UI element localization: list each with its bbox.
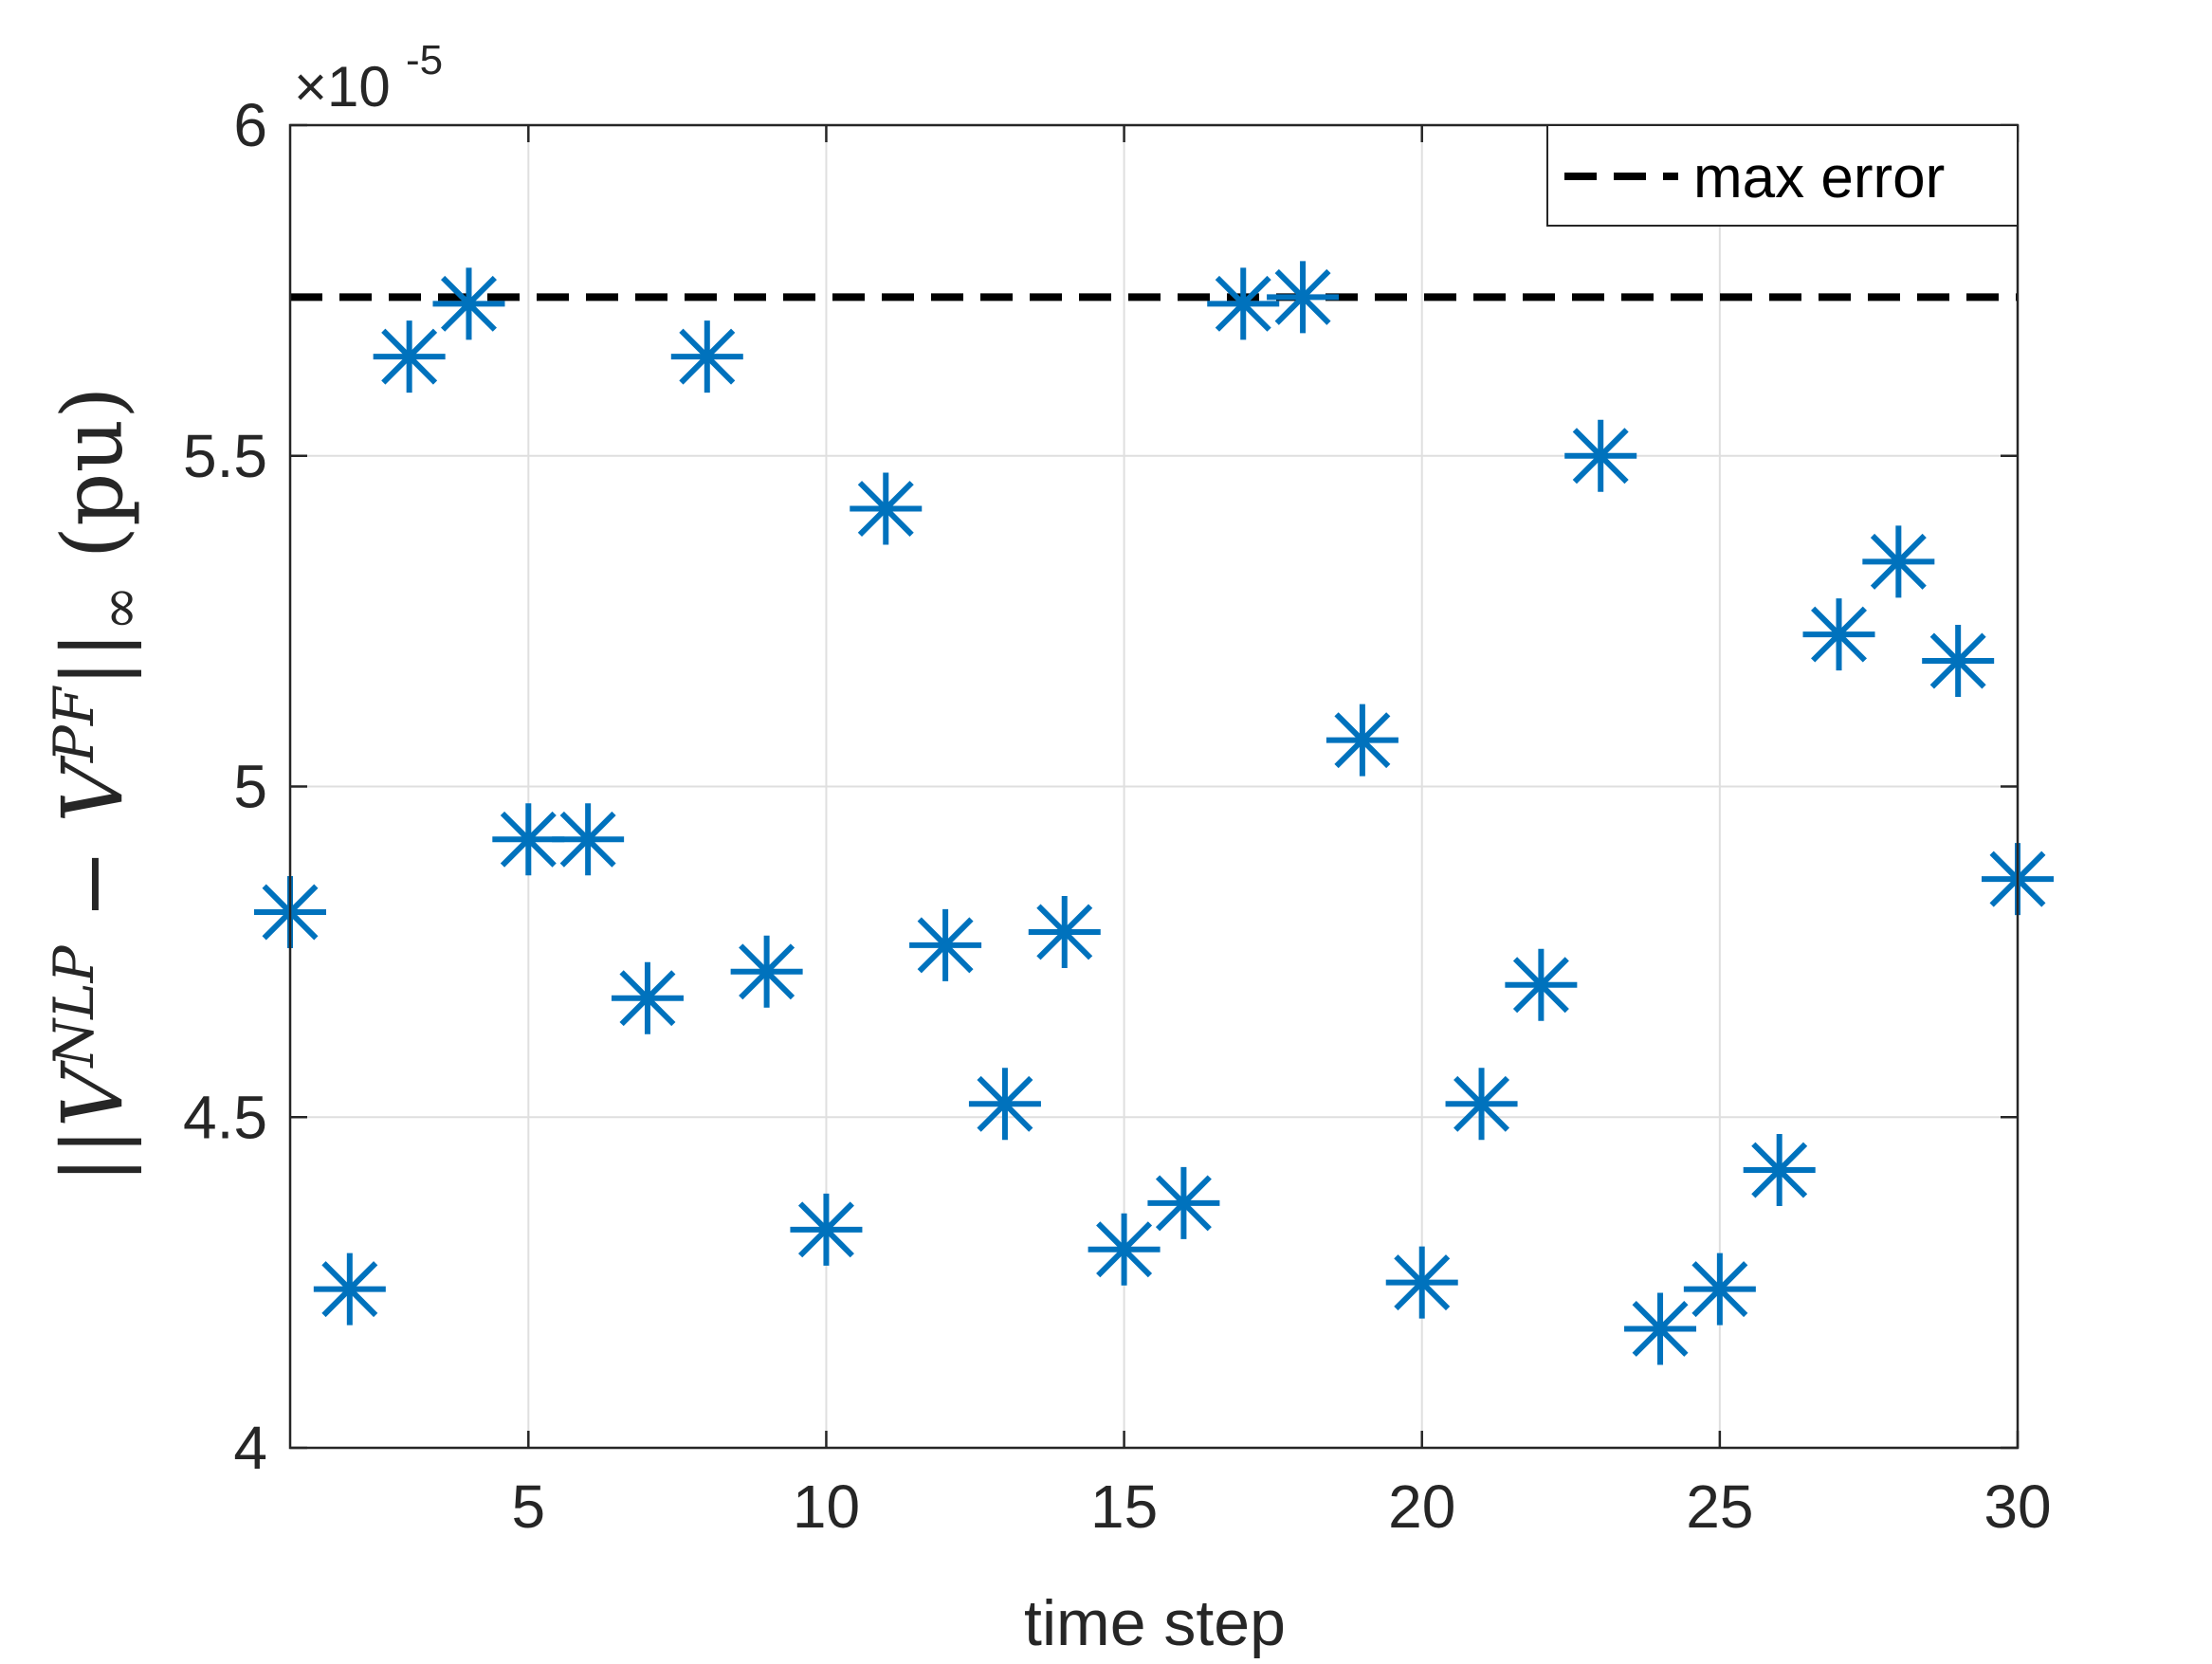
- y-axis-label-close: ||: [44, 631, 141, 687]
- x-tick-label-1: 10: [793, 1472, 860, 1541]
- data-point-26: [1743, 1134, 1816, 1207]
- y-axis-label-unit: (pu): [44, 387, 141, 586]
- data-point-27: [1802, 598, 1875, 671]
- data-point-12: [909, 908, 982, 981]
- y-axis-label-open: ||V: [44, 1059, 141, 1183]
- y-tick-label-4: 6: [233, 91, 267, 159]
- data-point-7: [611, 961, 684, 1034]
- y-axis-label-minus: − V: [44, 755, 141, 946]
- data-point-18: [1267, 261, 1340, 334]
- data-point-11: [850, 472, 923, 545]
- data-point-6: [552, 803, 625, 876]
- data-point-16: [1147, 1166, 1220, 1239]
- data-point-23: [1564, 419, 1637, 492]
- y-axis-label-sup-nlp: NLP: [42, 944, 106, 1069]
- data-point-20: [1385, 1246, 1458, 1319]
- data-point-21: [1445, 1068, 1518, 1141]
- data-markers: [254, 261, 2054, 1365]
- data-point-8: [670, 320, 743, 393]
- data-point-28: [1862, 525, 1935, 598]
- data-point-29: [1922, 624, 1995, 697]
- data-point-14: [1028, 895, 1101, 968]
- data-point-10: [790, 1193, 863, 1266]
- x-tick-label-4: 25: [1686, 1472, 1753, 1541]
- y-tick-label-2: 5: [233, 753, 267, 821]
- data-point-17: [1207, 267, 1280, 340]
- y-scale-exponent: ×10: [294, 55, 391, 119]
- x-tick-label-3: 20: [1388, 1472, 1455, 1541]
- x-tick-label-5: 30: [1983, 1472, 2051, 1541]
- x-tick-label-2: 15: [1090, 1472, 1158, 1541]
- y-tick-label-3: 5.5: [183, 422, 267, 490]
- data-point-24: [1624, 1292, 1697, 1365]
- y-scale-exponent-power: -5: [406, 37, 443, 83]
- legend-label-max-error: max error: [1693, 145, 1945, 210]
- tick-labels: 5 10 15 20 25 30 4 4.5 5 5.5 6: [183, 91, 2052, 1541]
- y-axis-label: ||VNLP − VPF||∞ (pu): [42, 387, 152, 1184]
- y-axis-label-sub-inf: ∞: [87, 585, 152, 631]
- data-point-4: [432, 267, 505, 340]
- y-tick-label-1: 4.5: [183, 1083, 267, 1151]
- data-point-9: [730, 935, 803, 1008]
- y-tick-label-0: 4: [233, 1414, 267, 1482]
- x-tick-label-0: 5: [512, 1472, 546, 1541]
- y-axis-label-sup-pf: PF: [42, 686, 106, 763]
- data-point-22: [1505, 948, 1578, 1021]
- data-point-13: [968, 1068, 1041, 1141]
- data-point-15: [1088, 1213, 1161, 1286]
- legend: max error: [1546, 124, 2019, 227]
- x-axis-label: time step: [1024, 1587, 1286, 1659]
- data-point-2: [313, 1253, 386, 1326]
- data-point-25: [1683, 1253, 1756, 1326]
- data-point-19: [1325, 704, 1398, 777]
- data-point-3: [373, 320, 446, 393]
